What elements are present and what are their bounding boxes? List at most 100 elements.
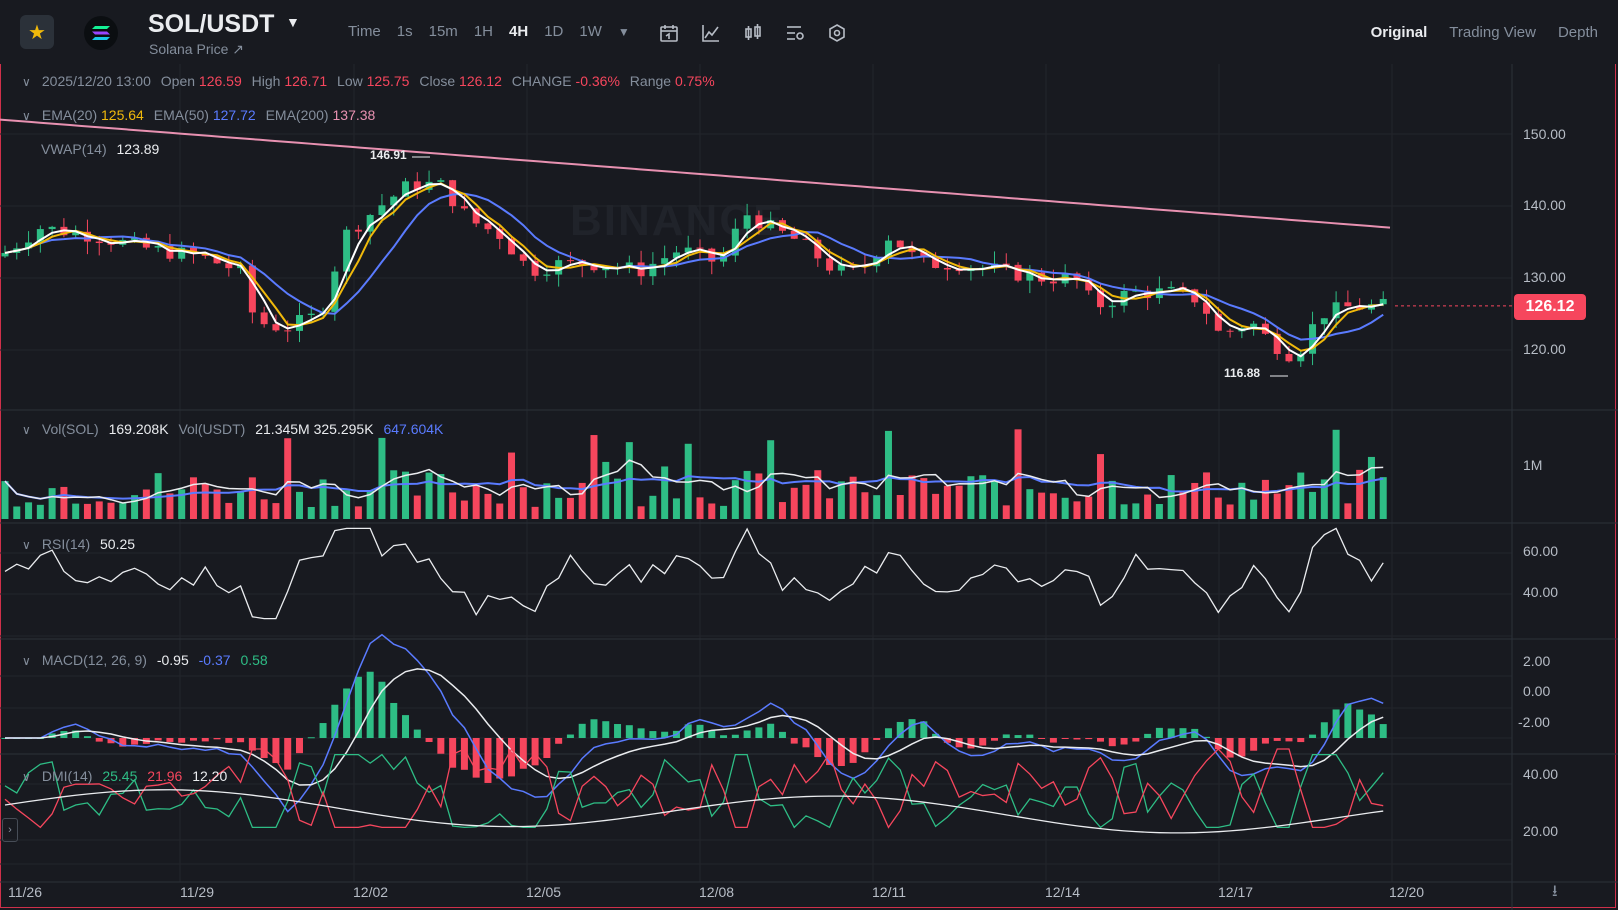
- candle-body: [48, 226, 56, 230]
- candle-body: [1038, 272, 1046, 282]
- candle-body: [95, 241, 103, 244]
- volume-bar: [472, 485, 480, 519]
- ohlc-legend: ∨ 2025/12/20 13:00 Open 126.59 High 126.…: [22, 73, 721, 89]
- volume-bar: [189, 477, 197, 519]
- candle-body: [472, 208, 480, 224]
- macd-histogram-bar: [107, 738, 115, 744]
- macd-histogram-bar: [1026, 734, 1034, 738]
- chart-canvas[interactable]: [0, 64, 1618, 910]
- macd-histogram-bar: [72, 730, 80, 738]
- macd-histogram-bar: [849, 738, 857, 763]
- symbol-title[interactable]: SOL/USDT: [148, 10, 275, 38]
- tf-4h[interactable]: 4H: [509, 23, 529, 40]
- candle-body: [1097, 290, 1105, 308]
- volume-bar: [319, 479, 327, 519]
- reset-scale-icon[interactable]: ⭳: [1552, 883, 1558, 900]
- hexagon-settings-icon[interactable]: [826, 22, 848, 44]
- candle-body: [731, 228, 739, 256]
- rsi-axis-label: 40.00: [1523, 584, 1559, 600]
- volume-bar: [1061, 497, 1069, 519]
- tf-1h[interactable]: 1H: [473, 23, 493, 40]
- dmi-mdi-value: 21.96: [147, 768, 183, 784]
- volume-ma-long-line: [4, 475, 1384, 500]
- macd-histogram-bar: [1120, 738, 1128, 745]
- volume-bar: [272, 503, 280, 519]
- tf-time[interactable]: Time: [348, 23, 381, 40]
- calendar-icon[interactable]: [658, 22, 680, 44]
- volume-bar: [508, 452, 516, 519]
- collapse-chevron-icon[interactable]: ∨: [22, 75, 31, 89]
- symbol-subtitle-link[interactable]: Solana Price ↗: [149, 41, 244, 57]
- favorite-star-icon[interactable]: ★: [20, 15, 54, 49]
- volume-bar: [1085, 496, 1093, 519]
- tf-more-dropdown-icon[interactable]: ▼: [617, 25, 630, 39]
- volume-bar: [1038, 492, 1046, 519]
- view-original[interactable]: Original: [1370, 24, 1428, 41]
- macd-histogram-bar: [484, 738, 492, 783]
- macd-histogram-bar: [83, 736, 91, 738]
- collapse-chevron-icon[interactable]: ∨: [22, 654, 31, 668]
- candle-body: [1167, 286, 1175, 289]
- price-axis-label: 120.00: [1523, 341, 1566, 357]
- volume-bar: [260, 499, 268, 519]
- macd-histogram-bar: [237, 738, 245, 743]
- view-trading-view[interactable]: Trading View: [1449, 24, 1536, 41]
- volume-bar: [1309, 491, 1317, 519]
- macd-histogram-bar: [496, 738, 504, 779]
- open-value: 126.59: [198, 73, 242, 89]
- tf-1w[interactable]: 1W: [579, 23, 602, 40]
- line-chart-icon[interactable]: [700, 22, 722, 44]
- volume-bar: [225, 502, 233, 519]
- price-axis-label: 150.00: [1523, 126, 1566, 142]
- macd-histogram-bar: [1238, 738, 1246, 757]
- volume-bar: [1073, 501, 1081, 519]
- current-price-tag: 126.12: [1514, 294, 1586, 320]
- collapse-chevron-icon[interactable]: ∨: [22, 109, 31, 123]
- candle-body: [1132, 290, 1140, 292]
- macd-histogram-bar: [884, 728, 892, 738]
- volume-bar: [578, 482, 586, 519]
- candle-body: [649, 263, 657, 277]
- macd-histogram-bar: [260, 738, 268, 759]
- macd-histogram-bar: [743, 730, 751, 738]
- indicator-settings-icon[interactable]: [784, 22, 806, 44]
- macd-histogram-bar: [248, 738, 256, 751]
- candle-body: [449, 180, 457, 207]
- collapse-chevron-icon[interactable]: ∨: [22, 423, 31, 437]
- macd-histogram-bar: [319, 723, 327, 738]
- macd-histogram-bar: [1226, 738, 1234, 758]
- low-value: 125.75: [366, 73, 410, 89]
- volume-bar: [873, 495, 881, 519]
- volume-bar: [908, 475, 916, 519]
- candle-body: [1379, 298, 1387, 305]
- date-axis-label: 11/29: [180, 884, 214, 900]
- volume-bar: [331, 505, 339, 519]
- tf-15m[interactable]: 15m: [428, 23, 458, 40]
- candle-body: [1, 252, 9, 257]
- volume-bar: [95, 501, 103, 519]
- volume-bar: [1203, 472, 1211, 519]
- dmi-adx-value: 12.20: [192, 768, 228, 784]
- macd-histogram-bar: [861, 738, 869, 753]
- symbol-dropdown-icon[interactable]: ▼: [286, 14, 300, 30]
- candle-body: [826, 258, 834, 271]
- volume-bar: [614, 478, 622, 519]
- collapse-chevron-icon[interactable]: ∨: [22, 770, 31, 784]
- candle-body: [1332, 302, 1340, 319]
- tf-1d[interactable]: 1D: [544, 23, 564, 40]
- dmi-minus-line: [4, 747, 1384, 829]
- candle-type-icon[interactable]: [742, 22, 764, 44]
- macd-histogram-bar: [331, 704, 339, 738]
- volume-bar: [1297, 472, 1305, 519]
- candle-body: [295, 315, 303, 331]
- volume-bar: [307, 506, 315, 519]
- candle-body: [1191, 289, 1199, 303]
- collapse-chevron-icon[interactable]: ∨: [22, 538, 31, 552]
- vwap-line: [4, 182, 1384, 358]
- volume-bar: [602, 461, 610, 519]
- view-depth[interactable]: Depth: [1557, 24, 1598, 41]
- expand-sidebar-icon[interactable]: ›: [2, 818, 18, 842]
- date-axis-label: 12/11: [872, 884, 906, 900]
- tf-1s[interactable]: 1s: [396, 23, 413, 40]
- timeframe-bar: Time 1s 15m 1H 4H 1D 1W ▼: [348, 23, 646, 40]
